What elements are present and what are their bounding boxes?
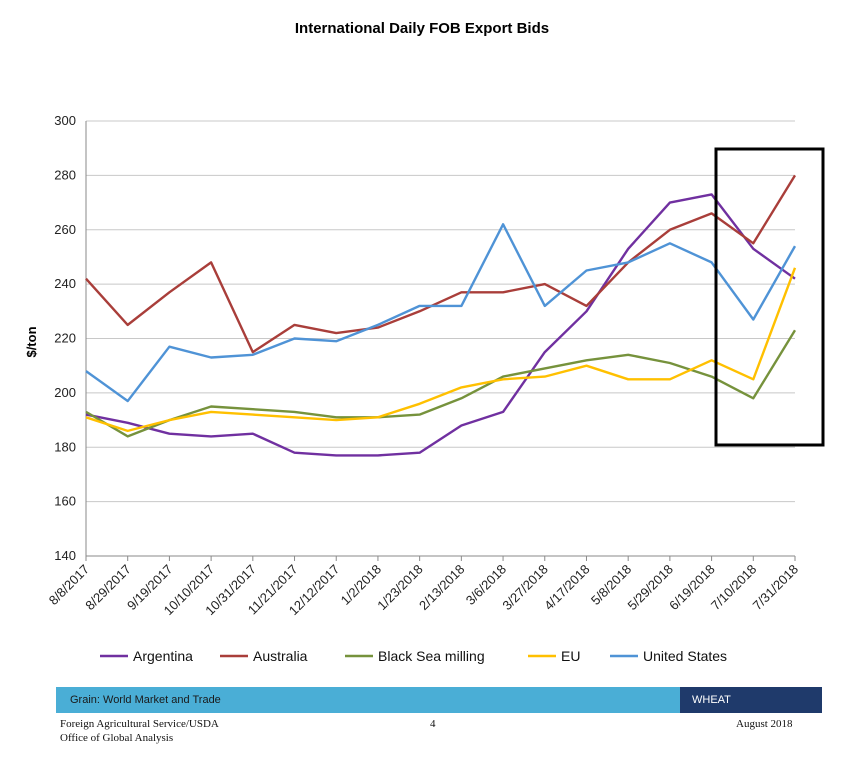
y-axis-title: $/ton (24, 326, 39, 357)
y-tick-label: 180 (54, 439, 76, 454)
footer-org-line1: Foreign Agricultural Service/USDA (60, 718, 219, 730)
legend-label: Black Sea milling (378, 648, 485, 664)
chart-canvas: 140 160 180 200 220 240 260 280 300 8/8/20178/29… (24, 113, 825, 664)
y-tick-label: 160 (54, 494, 76, 509)
x-tick-label: 2/13/2018 (416, 562, 468, 614)
series-line-argentina (85, 193, 796, 457)
series-line-eu (85, 267, 797, 433)
legend: Argentina Australia Black Sea milling EU Uni… (100, 648, 727, 664)
y-tick-labels: 140 160 180 200 220 240 260 280 300 (54, 113, 76, 563)
gridlines (86, 120, 795, 557)
legend-label: Argentina (133, 648, 193, 664)
legend-label: Australia (253, 648, 308, 664)
highlight-box (714, 147, 825, 447)
x-tick-label: 7/31/2018 (750, 562, 802, 614)
footer-band: Grain: World Market and Trade WHEAT (56, 687, 822, 713)
x-tick-labels: 8/8/20178/29/20179/19/201710/10/201710/3… (46, 556, 801, 618)
y-tick-label: 260 (54, 222, 76, 237)
x-tick-label: 4/17/2018 (541, 562, 593, 614)
series-line-black-sea-milling (85, 329, 797, 438)
footer-band-left: Grain: World Market and Trade (56, 687, 680, 713)
footer-band-right: WHEAT (680, 687, 822, 713)
y-tick-label: 220 (54, 331, 76, 346)
legend-label: United States (643, 648, 727, 664)
axes (85, 121, 795, 557)
footer-date: August 2018 (736, 718, 793, 730)
y-tick-label: 300 (54, 113, 76, 128)
legend-label: EU (561, 648, 580, 664)
chart-title: International Daily FOB Export Bids (294, 20, 550, 37)
y-tick-label: 240 (54, 276, 76, 291)
series-line-australia (85, 174, 797, 354)
y-tick-label: 200 (54, 385, 76, 400)
y-tick-label: 280 (54, 167, 76, 182)
series-line-united-states (85, 223, 797, 403)
series-lines (85, 174, 797, 457)
footer-page-number: 4 (430, 718, 436, 730)
footer-org-line2: Office of Global Analysis (60, 732, 174, 744)
y-tick-label: 140 (54, 548, 76, 563)
